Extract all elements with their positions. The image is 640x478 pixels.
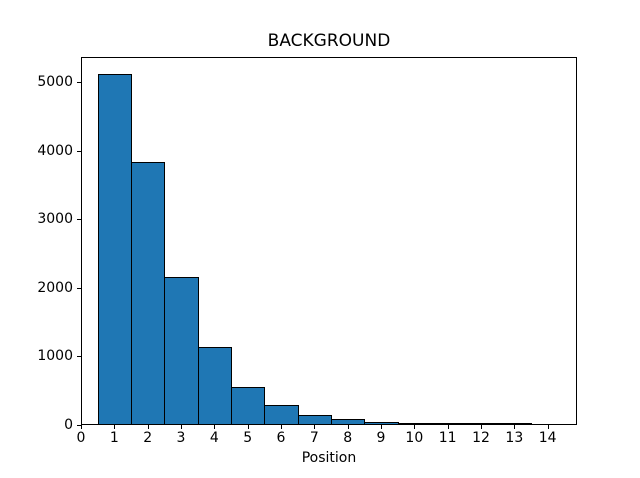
x-tick-label: 8 xyxy=(343,430,353,446)
histogram-bar-pos-13 xyxy=(497,422,532,424)
x-tick-label: 12 xyxy=(472,430,490,446)
x-tick-label: 13 xyxy=(505,430,524,446)
y-tick-mark xyxy=(77,287,81,289)
x-tick-label: 5 xyxy=(243,430,253,446)
x-tick-label: 6 xyxy=(276,430,286,446)
y-tick-mark xyxy=(77,356,81,358)
histogram-bar-pos-3 xyxy=(164,276,199,424)
y-tick-mark xyxy=(77,82,81,84)
plot-area xyxy=(81,57,577,425)
x-tick-mark xyxy=(481,425,482,429)
x-axis-label: Position xyxy=(301,450,357,466)
y-tick-mark xyxy=(77,150,81,152)
x-tick-label: 7 xyxy=(309,430,319,446)
histogram-bar-pos-5 xyxy=(231,386,266,424)
x-tick-label: 4 xyxy=(209,430,219,446)
y-tick-label: 5000 xyxy=(37,74,73,91)
y-tick-label: 1000 xyxy=(37,348,73,365)
x-tick-mark xyxy=(514,425,516,429)
histogram-bar-pos-2 xyxy=(131,161,166,424)
x-tick-mark xyxy=(147,425,149,429)
x-tick-mark xyxy=(114,425,116,429)
histogram-bar-pos-11 xyxy=(431,422,466,424)
histogram-bar-pos-12 xyxy=(464,422,499,424)
histogram-bar-pos-9 xyxy=(364,421,399,424)
y-tick-label: 0 xyxy=(64,417,73,433)
histogram-bar-pos-10 xyxy=(397,422,432,424)
x-tick-mark xyxy=(314,425,316,429)
chart-title: BACKGROUND xyxy=(267,31,391,51)
x-tick-mark xyxy=(447,425,449,429)
x-tick-mark xyxy=(81,425,82,429)
y-tick-label: 2000 xyxy=(37,279,73,296)
x-tick-mark xyxy=(214,425,216,429)
x-tick-label: 2 xyxy=(143,430,153,446)
x-tick-label: 9 xyxy=(376,430,386,446)
x-tick-label: 0 xyxy=(76,430,86,446)
x-tick-label: 10 xyxy=(405,430,424,446)
histogram-bar-pos-1 xyxy=(97,73,132,424)
histogram-bar-pos-4 xyxy=(197,346,232,424)
x-tick-mark xyxy=(347,425,349,429)
y-tick-label: 3000 xyxy=(37,211,73,228)
histogram-bar-pos-6 xyxy=(264,405,299,424)
y-tick-mark xyxy=(77,425,81,426)
y-tick-label: 4000 xyxy=(37,142,73,159)
x-tick-label: 3 xyxy=(176,430,186,446)
histogram-bar-pos-7 xyxy=(297,414,332,424)
x-tick-label: 11 xyxy=(438,430,457,446)
x-tick-mark xyxy=(547,425,549,429)
x-tick-mark xyxy=(414,425,416,429)
x-tick-mark xyxy=(181,425,182,429)
x-tick-mark xyxy=(281,425,282,429)
x-tick-label: 14 xyxy=(538,430,557,446)
x-tick-mark xyxy=(381,425,382,429)
y-tick-mark xyxy=(77,219,81,221)
x-tick-mark xyxy=(247,425,249,429)
x-tick-label: 1 xyxy=(109,430,119,446)
histogram-bar-pos-8 xyxy=(331,418,366,424)
